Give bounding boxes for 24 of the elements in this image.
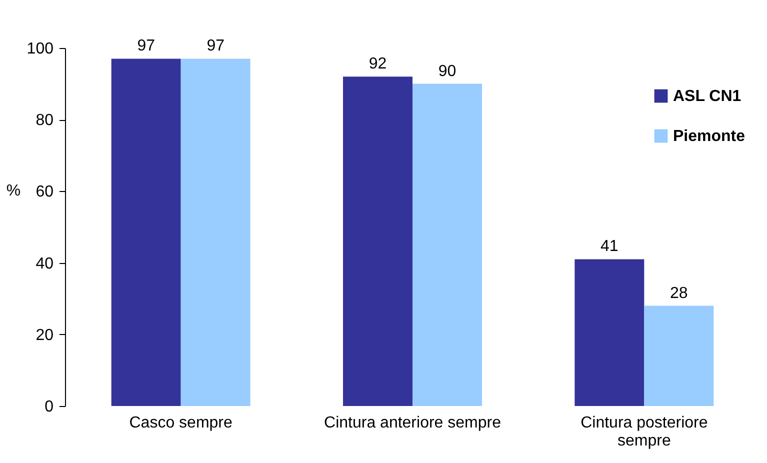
data-label: 41	[600, 238, 618, 256]
data-label: 97	[137, 38, 156, 55]
y-tick-label: 60	[36, 184, 54, 201]
y-tick-label: 20	[36, 326, 54, 344]
y-tick-label: 40	[36, 255, 54, 272]
bar	[412, 84, 482, 406]
bar	[180, 58, 250, 406]
x-tick-label: Casco sempre	[129, 414, 233, 432]
bar	[343, 76, 412, 406]
legend-label: ASL CN1	[673, 88, 742, 105]
x-tick-label: Cintura posteriore sempre	[580, 414, 708, 450]
data-label: 97	[206, 38, 225, 55]
data-label: 90	[438, 62, 456, 80]
x-tick-label: Cintura anteriore sempre	[324, 414, 502, 432]
bar	[574, 259, 644, 406]
y-tick-label: 100	[26, 40, 54, 58]
y-tick-label: 0	[44, 398, 54, 416]
data-label: 28	[670, 284, 688, 302]
data-label: 92	[368, 56, 387, 73]
y-axis-title: %	[6, 182, 21, 200]
bar	[644, 306, 714, 406]
legend-label: Piemonte	[673, 128, 746, 145]
y-tick-label: 80	[36, 112, 54, 130]
bar	[111, 58, 181, 406]
